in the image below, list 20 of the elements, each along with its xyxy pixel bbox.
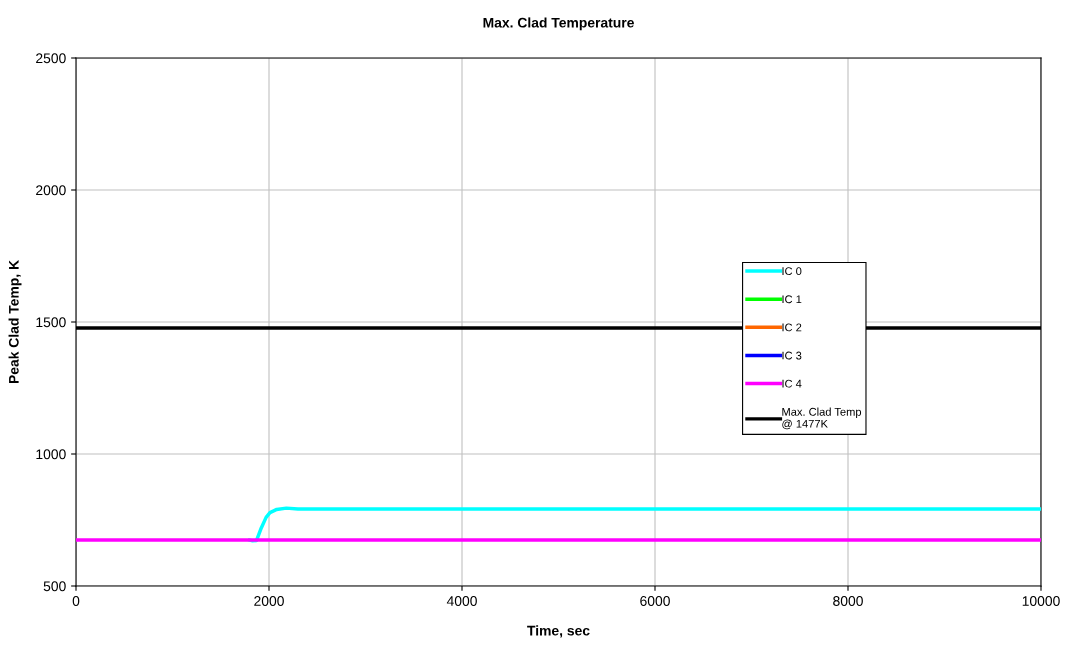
- legend-label: IC 4: [782, 379, 802, 388]
- x-tick-label: 0: [72, 596, 80, 606]
- chart-title: Max. Clad Temperature: [483, 17, 634, 31]
- y-tick-label: 1500: [36, 317, 66, 328]
- legend-label: IC 1: [782, 295, 802, 304]
- x-axis-title: Time, sec: [527, 625, 590, 638]
- x-tick-label: 8000: [833, 596, 863, 606]
- legend-label: IC 2: [782, 323, 802, 332]
- legend-label: IC 3: [782, 351, 802, 360]
- y-axis-title: Peak Clad Temp, K: [8, 260, 22, 384]
- x-tick-label: 4000: [446, 596, 477, 606]
- x-tick-label: 10000: [1022, 596, 1060, 606]
- x-tick-label: 6000: [640, 596, 670, 606]
- x-tick-label: 2000: [254, 596, 284, 606]
- y-tick-label: 2000: [36, 185, 66, 196]
- y-tick-label: 1000: [36, 449, 66, 460]
- y-tick-label: 2500: [36, 53, 66, 64]
- legend-label: Max. Clad Temp @ 1477K: [782, 407, 862, 430]
- legend-label: IC 0: [782, 267, 802, 276]
- y-tick-label: 500: [43, 581, 66, 592]
